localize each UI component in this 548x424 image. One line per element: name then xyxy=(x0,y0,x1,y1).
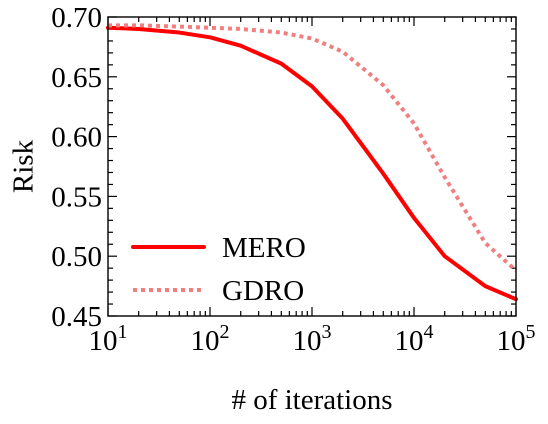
tick-labels-layer: 101 102 103 104 105 0.45 0.50 0.55 0.60 0.65 0.70 xyxy=(51,2,535,357)
legend: MERO GDRO xyxy=(131,232,306,307)
x-tick-label: 105 xyxy=(497,321,536,357)
y-tick-label: 0.70 xyxy=(51,2,102,34)
series-line-gdro xyxy=(108,23,518,273)
series-line-mero xyxy=(106,25,518,302)
x-tick-label: 101 xyxy=(89,321,128,357)
legend-label-mero: MERO xyxy=(222,232,306,264)
y-tick-label: 0.65 xyxy=(51,62,102,94)
y-tick-label: 0.45 xyxy=(51,301,102,333)
x-tick-label: 104 xyxy=(395,321,434,357)
plot-frame xyxy=(107,16,517,317)
ticks-layer xyxy=(107,16,517,317)
x-tick-label: 103 xyxy=(293,321,332,357)
y-tick-label: 0.60 xyxy=(51,122,102,154)
x-axis-title: # of iterations xyxy=(231,384,392,416)
y-tick-label: 0.55 xyxy=(51,181,102,213)
series-layer xyxy=(106,23,518,302)
legend-label-gdro: GDRO xyxy=(222,275,304,307)
y-tick-label: 0.50 xyxy=(51,241,102,273)
y-axis-title: Risk xyxy=(8,139,40,193)
x-tick-label: 102 xyxy=(191,321,230,357)
